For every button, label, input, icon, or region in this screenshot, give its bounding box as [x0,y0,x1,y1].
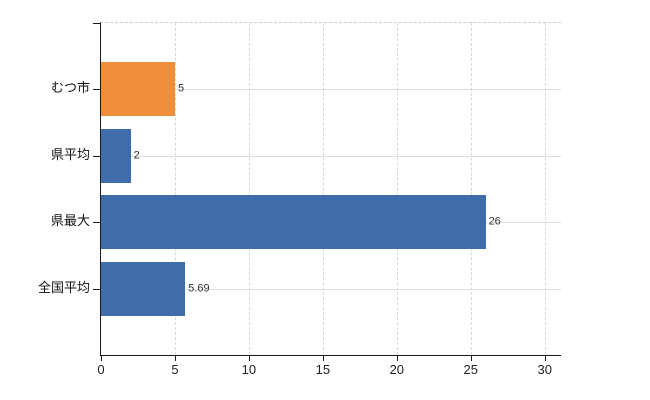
bar [101,261,186,316]
gridline-vertical [470,23,472,355]
bar-value-label: 5.69 [188,282,210,295]
bar-value-label: 26 [488,215,501,228]
x-axis-tick [101,355,102,361]
x-axis-tick-label: 30 [537,362,552,377]
x-axis-tick [396,355,398,361]
x-axis-tick-label: 25 [463,362,478,377]
gridline-vertical [248,23,250,355]
category-label: 県最大 [50,213,90,229]
x-axis-tick-label: 20 [389,362,405,377]
x-axis-tick-label: 5 [171,362,179,377]
x-axis-tick [544,355,546,361]
gridline-vertical [174,23,176,355]
bar [101,195,486,250]
x-axis-tick-label: 10 [241,362,257,377]
x-axis-tick [248,355,250,361]
y-axis-top-tick [93,23,101,24]
y-axis-tick [93,155,101,157]
x-axis-tick [322,355,324,361]
y-axis-tick [93,89,101,91]
plot-area: 0 5 10 15 20 25 30 5 2 26 5.69 [93,22,561,376]
gridline-horizontal [101,155,561,157]
gridline-horizontal [101,89,561,91]
bar-value-label: 2 [133,149,140,162]
bar [101,128,131,183]
x-axis-tick-label: 0 [97,362,105,377]
y-axis-tick [93,222,101,224]
x-axis-tick-label: 15 [315,362,331,377]
gridline-vertical [544,23,546,355]
y-axis-tick [93,288,101,290]
x-axis-tick [174,355,176,361]
gridline-vertical [322,23,324,355]
category-label: 全国平均 [37,279,90,295]
gridline-horizontal [101,288,561,290]
category-label: むつ市 [50,80,90,96]
bar-value-label: 5 [177,82,185,95]
gridline-vertical [396,23,398,355]
x-axis-tick [470,355,472,361]
bar [101,62,175,117]
category-label: 県平均 [50,146,90,162]
